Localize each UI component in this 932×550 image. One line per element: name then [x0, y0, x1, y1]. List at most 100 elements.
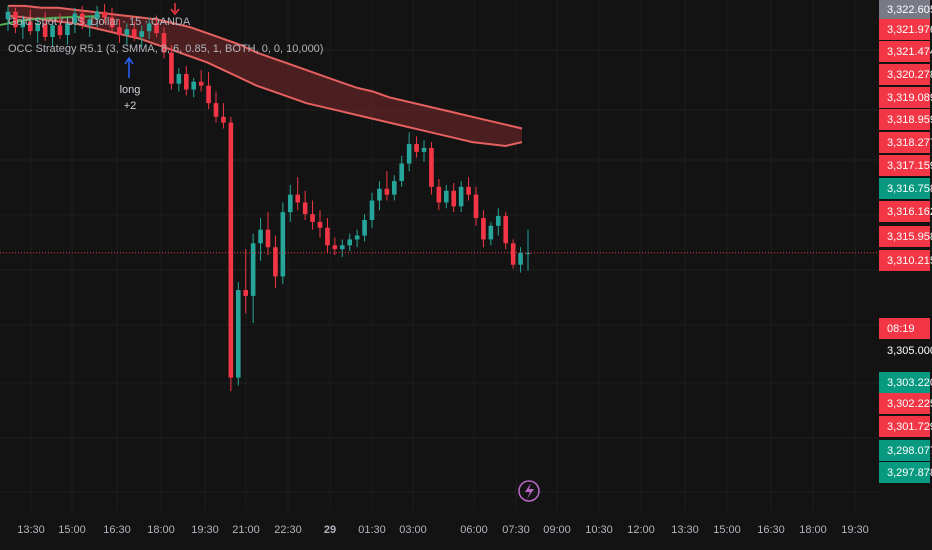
candle-body — [399, 163, 405, 182]
price-label-text: 3,301.729 — [887, 421, 932, 433]
lightning-icon[interactable] — [518, 480, 540, 502]
candle — [169, 44, 174, 90]
candle — [510, 239, 516, 269]
candle-body — [525, 253, 531, 255]
candle — [310, 200, 315, 230]
candle-body — [265, 229, 271, 248]
candle — [146, 17, 152, 39]
price-label-text: 3,316.758 — [887, 183, 932, 195]
time-tick-label: 16:30 — [103, 524, 131, 536]
candle — [139, 25, 145, 47]
price-label-text: 3,297.878 — [887, 467, 932, 479]
price-label-text: 3,316.162 — [887, 206, 932, 218]
time-tick-label: 09:00 — [543, 524, 571, 536]
candle — [228, 116, 234, 392]
price-axis[interactable]: 3,322.605 3,321.976 3,321.474 3,320.278 3,31… — [878, 0, 932, 550]
candle-body — [339, 245, 345, 250]
time-tick-label: 12:00 — [627, 524, 655, 536]
price-label-bg — [879, 440, 930, 461]
candle-body — [198, 81, 204, 86]
candle-body — [369, 200, 375, 220]
candle — [525, 229, 531, 271]
candle-body — [473, 194, 479, 219]
candle — [287, 184, 293, 222]
candle-body — [391, 181, 397, 195]
candle — [451, 182, 457, 213]
indicator-legend[interactable]: OCC Strategy R5.1 (3, SMMA, 8, 6, 0.85, … — [8, 43, 324, 55]
candle-body — [518, 253, 523, 265]
candle — [117, 19, 122, 43]
candle-body — [176, 73, 182, 84]
candle — [362, 214, 367, 242]
price-label: 3,305.000 — [887, 345, 932, 357]
candle — [481, 210, 486, 248]
candle — [27, 9, 33, 36]
price-label: 3,297.878 — [879, 462, 932, 483]
candle — [369, 192, 375, 228]
candle-body — [5, 11, 11, 20]
candle — [5, 5, 11, 32]
candle-body — [42, 23, 48, 37]
candle — [72, 7, 78, 34]
price-label: 3,321.976 — [879, 19, 932, 40]
candle-body — [280, 212, 286, 277]
candle — [131, 21, 137, 41]
candle-body — [50, 25, 55, 37]
candle-body — [139, 31, 145, 37]
price-label: 3,319.089 — [879, 87, 932, 108]
candle-body — [235, 290, 241, 378]
candle-body — [481, 218, 486, 240]
candle-body — [72, 13, 78, 24]
candle — [250, 233, 256, 324]
price-label-bg — [879, 155, 930, 176]
time-axis[interactable]: 13:30 15:00 16:30 18:00 19:30 21:00 22:30 29 01:… — [17, 524, 869, 536]
price-label-text: 3,319.089 — [887, 92, 932, 104]
time-tick-label: 13:30 — [17, 524, 45, 536]
candle — [325, 218, 330, 254]
price-label-text: 3,322.605 — [887, 4, 932, 16]
candle-body — [213, 103, 219, 117]
candle — [339, 239, 345, 257]
candle-body — [250, 243, 256, 296]
price-label: 3,317.159 — [879, 155, 932, 176]
candle — [495, 208, 501, 236]
price-label-text: 3,310.215 — [887, 255, 932, 267]
time-tick-label: 21:00 — [232, 524, 260, 536]
candle — [466, 177, 471, 201]
candle — [280, 202, 286, 285]
price-label-text: 3,318.277 — [887, 137, 932, 149]
candle-body — [243, 290, 249, 296]
price-label: 3,302.225 — [879, 393, 932, 414]
candle-body — [362, 219, 367, 236]
candle — [518, 247, 523, 273]
candle-body — [94, 11, 100, 20]
candle-body — [161, 33, 167, 53]
price-label-text: 08:19 — [887, 323, 915, 335]
candle — [503, 212, 509, 250]
price-label-text: 3,317.159 — [887, 160, 932, 172]
price-label-text: 3,305.000 — [887, 345, 932, 357]
candle-body — [317, 221, 323, 228]
candle-body — [302, 202, 308, 215]
candle — [332, 237, 338, 255]
time-tick-label: 16:30 — [757, 524, 785, 536]
candle-body — [191, 81, 197, 90]
candle-body — [436, 186, 442, 203]
symbol-title[interactable]: Gold Spot / U.S. Dollar · 15 · OANDA — [8, 16, 191, 28]
candle-body — [27, 21, 33, 32]
signal-text: long — [119, 84, 141, 96]
candle — [20, 15, 26, 39]
price-label: 3,301.729 — [879, 416, 932, 437]
candle-body — [65, 23, 70, 36]
candle-body — [429, 147, 434, 187]
time-tick-label: 01:30 — [358, 524, 386, 536]
candle-body — [13, 11, 18, 28]
time-tick-label: 06:00 — [460, 524, 488, 536]
price-label: 3,321.474 — [879, 41, 932, 62]
price-label-bg — [879, 19, 930, 40]
candle-body — [273, 247, 278, 277]
candle — [213, 91, 219, 123]
price-label-text: 3,321.976 — [887, 24, 932, 36]
candle — [384, 171, 390, 201]
